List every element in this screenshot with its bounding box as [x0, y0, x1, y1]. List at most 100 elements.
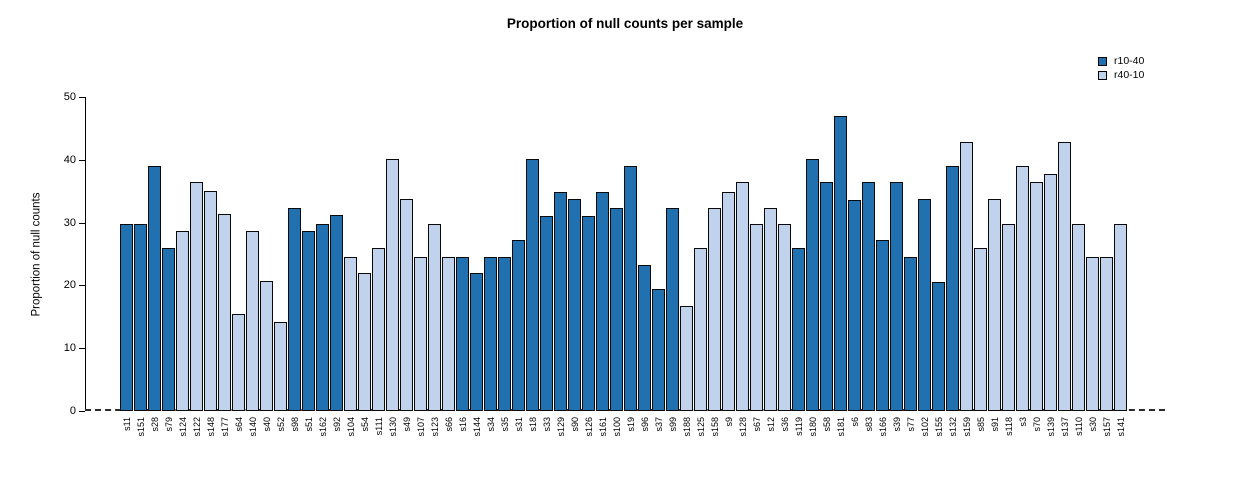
bar-s40	[260, 281, 273, 411]
x-tick-label-s79: s79	[163, 417, 174, 432]
x-tick-label-s177: s177	[219, 417, 230, 437]
bar-s19	[624, 166, 637, 411]
bar-s49	[400, 199, 413, 411]
x-tick-label-s158: s158	[709, 417, 720, 437]
x-tick-label-s52: s52	[275, 417, 286, 432]
bar-s141	[1114, 224, 1127, 411]
bar-s130	[386, 158, 399, 411]
bar-s12	[764, 207, 777, 411]
x-tick-label-s159: s159	[961, 417, 972, 437]
x-tick-label-s3: s3	[1017, 417, 1028, 427]
bar-s151	[134, 223, 147, 411]
bar-s99	[666, 207, 679, 411]
chart-title: Proportion of null counts per sample	[506, 16, 744, 31]
bar-s102	[918, 199, 931, 411]
bar-s119	[792, 248, 805, 411]
bar-s128	[736, 182, 749, 411]
x-tick-label-s83: s83	[863, 417, 874, 432]
bar-s36	[778, 224, 791, 411]
x-tick-label-s102: s102	[919, 417, 930, 437]
x-tick-label-s181: s181	[835, 417, 846, 437]
bar-s9	[722, 191, 735, 411]
x-tick-label-s161: s161	[597, 417, 608, 437]
bar-s18	[526, 159, 539, 411]
y-tick-mark	[79, 411, 85, 412]
bar-s155	[932, 281, 945, 411]
bar-s64	[232, 313, 245, 411]
bar-s96	[638, 265, 651, 411]
x-tick-label-s66: s66	[443, 417, 454, 432]
bar-s124	[176, 230, 189, 411]
bar-s111	[372, 247, 385, 411]
x-tick-label-s58: s58	[821, 417, 832, 432]
x-tick-label-s92: s92	[331, 417, 342, 432]
bar-s3	[1016, 166, 1029, 411]
x-tick-label-s137: s137	[1059, 417, 1070, 437]
x-tick-label-s166: s166	[877, 417, 888, 437]
x-tick-label-s107: s107	[415, 417, 426, 437]
bar-s144	[470, 273, 483, 411]
bar-s162	[316, 223, 329, 411]
bar-s90	[568, 199, 581, 411]
x-tick-label-s6: s6	[849, 417, 860, 427]
x-tick-label-s31: s31	[513, 417, 524, 432]
x-tick-label-s91: s91	[989, 417, 1000, 432]
x-tick-label-s49: s49	[401, 417, 412, 432]
x-tick-label-s124: s124	[177, 417, 188, 437]
x-tick-label-s35: s35	[499, 417, 510, 432]
x-tick-label-s151: s151	[135, 417, 146, 437]
x-tick-label-s34: s34	[485, 417, 496, 432]
x-tick-label-s125: s125	[695, 417, 706, 437]
y-tick-mark	[79, 348, 85, 350]
legend-item-r10-40: r10-40	[1098, 54, 1144, 68]
x-tick-label-s119: s119	[793, 417, 804, 436]
x-tick-label-s19: s19	[625, 417, 636, 432]
x-tick-label-s67: s67	[751, 417, 762, 432]
bar-s85	[974, 248, 987, 411]
x-tick-label-s128: s128	[737, 417, 748, 437]
x-tick-label-s28: s28	[149, 417, 160, 432]
y-tick-mark	[79, 159, 85, 161]
bar-s92	[330, 215, 343, 411]
x-tick-label-s54: s54	[359, 417, 370, 432]
bar-s110	[1072, 224, 1085, 411]
x-tick-label-s139: s139	[1045, 417, 1056, 437]
x-tick-label-s132: s132	[947, 417, 958, 437]
bar-s39	[890, 182, 903, 411]
bar-s158	[708, 207, 721, 411]
bar-s91	[988, 199, 1001, 411]
bar-s67	[750, 224, 763, 411]
x-tick-label-s111: s111	[373, 417, 384, 436]
bar-s122	[190, 182, 203, 411]
x-tick-label-s51: s51	[303, 417, 314, 432]
x-tick-label-s122: s122	[191, 417, 202, 437]
bar-s31	[512, 240, 525, 411]
bar-s51	[302, 231, 315, 411]
bar-s28	[148, 166, 161, 411]
y-tick-label: 20	[63, 279, 76, 292]
y-tick-label: 30	[63, 216, 76, 229]
bar-s34	[484, 257, 497, 411]
x-tick-label-s126: s126	[583, 417, 594, 437]
bar-s188	[680, 306, 693, 411]
bar-s118	[1002, 224, 1015, 411]
bar-s123	[428, 223, 441, 411]
legend-item-r40-10: r40-10	[1098, 68, 1144, 82]
y-tick-label: 50	[63, 91, 76, 103]
x-tick-label-s90: s90	[569, 417, 580, 432]
bar-s159	[960, 141, 973, 411]
x-tick-label-s99: s99	[667, 417, 678, 432]
legend-label: r10-40	[1114, 54, 1145, 67]
x-tick-label-s30: s30	[1087, 417, 1098, 432]
y-tick-mark	[79, 285, 85, 287]
bar-s37	[652, 289, 665, 411]
bar-s77	[904, 257, 917, 411]
x-tick-label-s155: s155	[933, 417, 944, 437]
x-tick-label-s64: s64	[233, 417, 244, 432]
bar-s129	[554, 191, 567, 411]
x-tick-label-s70: s70	[1031, 417, 1042, 432]
x-tick-label-s141: s141	[1115, 417, 1126, 437]
x-tick-label-s188: s188	[681, 417, 692, 437]
bar-s35	[498, 257, 511, 411]
bar-s83	[862, 182, 875, 411]
